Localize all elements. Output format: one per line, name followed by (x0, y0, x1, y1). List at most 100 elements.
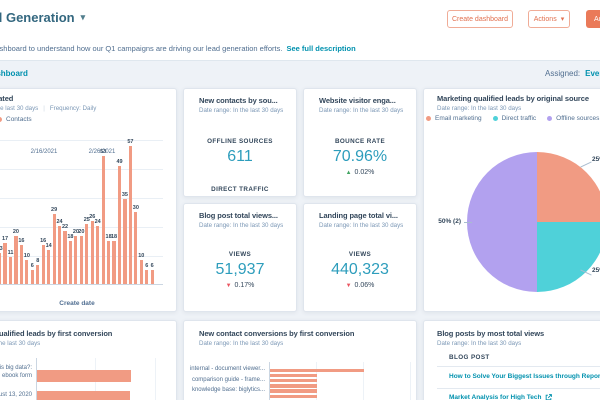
bar (68, 240, 73, 284)
gridline (363, 362, 364, 400)
bar-value-label: 25 (83, 216, 90, 223)
bar (117, 165, 122, 284)
create-dashboard-label: Create dashboard (451, 15, 509, 23)
mql-source-date-range: Date range: In the last 30 days (437, 105, 522, 112)
see-full-description-link[interactable]: See full description (286, 44, 356, 53)
bar-value-label: 16 (18, 238, 25, 245)
bar-value-label: 20 (72, 228, 79, 235)
chevron-down-icon: ▾ (560, 16, 565, 23)
blog-post-views-title[interactable]: Blog post total views... (199, 211, 278, 220)
bar-value-label: 10 (23, 252, 30, 259)
x-tick-label: 2/16/2021 (30, 149, 58, 155)
separator: | (43, 105, 45, 112)
direct-traffic-label: DIRECT TRAFFIC (211, 186, 269, 193)
create-dashboard-button[interactable]: Create dashboard (447, 10, 513, 28)
bar (63, 230, 67, 284)
pie-tick-line (464, 222, 472, 223)
website-visitor-title[interactable]: Website visitor enga... (319, 96, 396, 105)
description-bar (0, 38, 600, 61)
bar (79, 235, 83, 284)
bar (74, 235, 78, 284)
assigned-label: Assigned: (545, 69, 581, 78)
bar (52, 213, 56, 284)
contacts-created-date-range: Date range: In the last 30 days (0, 105, 39, 112)
bar (150, 269, 154, 284)
bar (14, 235, 18, 284)
offline-sources-label: OFFLINE SOURCES (207, 138, 273, 145)
legend-item[interactable]: Direct traffic (492, 115, 536, 122)
legend-item[interactable]: Offline sources (547, 115, 599, 122)
mql-source-title[interactable]: Marketing qualified leads by original so… (437, 94, 589, 103)
blog-post-link[interactable]: How to Solve Your Biggest Issues through… (449, 373, 600, 380)
dashboard-description: Use this dashboard to understand how our… (0, 44, 356, 53)
contact-conversions-title[interactable]: New contact conversions by first convers… (199, 329, 355, 338)
bar-value-label: 6 (145, 262, 149, 269)
bar-value-label: 26 (89, 214, 96, 221)
bar-value-label: 18 (105, 233, 112, 240)
landing-page-views-title[interactable]: Landing page total vi... (319, 211, 398, 220)
actions-button[interactable]: Actions ▾ (528, 10, 570, 28)
dashboard-title-dropdown[interactable]: Lead Generation ▾ (0, 10, 85, 25)
bar-value-label: 20 (12, 228, 19, 235)
bar-value-label: 30 (132, 204, 139, 211)
new-contacts-title[interactable]: New contacts by sou... (199, 96, 278, 105)
gridline (0, 140, 163, 141)
blog-post-link[interactable]: Market Analysis for High Tech (449, 394, 553, 400)
bar-value-label: 18 (67, 233, 74, 240)
bar (270, 368, 364, 373)
bar (8, 257, 13, 284)
chevron-down-icon: ▾ (80, 12, 86, 22)
bar-value-label: 18 (110, 233, 118, 240)
bar (19, 245, 23, 284)
bar (57, 226, 62, 284)
bar-value-label: 53 (100, 148, 107, 155)
bar (101, 155, 105, 284)
bar (123, 199, 127, 284)
contacts-created-xaxis-title: Create date (59, 300, 95, 307)
assigned-value[interactable]: Everyone (585, 69, 600, 78)
contacts-created-legend[interactable]: Contacts (0, 116, 32, 123)
bar (36, 264, 40, 284)
description-text: Use this dashboard to understand how our… (0, 44, 283, 53)
pie-label-offline: 50% (2) (438, 218, 461, 225)
assigned-control[interactable]: Assigned: Everyone (545, 69, 600, 78)
blog-posts-title[interactable]: Blog posts by most total views (437, 329, 545, 338)
bar (90, 221, 94, 284)
bar-value-label: 20 (78, 228, 85, 235)
legend-label: Contacts (6, 116, 32, 123)
legend-dot (426, 116, 431, 121)
category-label: ebook form (1, 373, 32, 379)
pie-legend: Email marketing Direct traffic Offline sou… (426, 115, 599, 122)
mql-conversion-title[interactable]: Marketing qualified leads by first conve… (0, 329, 113, 338)
add-report-button[interactable]: Add report (586, 10, 600, 28)
bar-value-label: 8 (36, 257, 40, 264)
category-label: internal - document viewer... (189, 366, 265, 372)
bar-value-label: 14 (45, 243, 52, 250)
bar (128, 146, 132, 284)
bar-value-label: 11 (7, 250, 14, 257)
pie-label-direct: 25% (1) (592, 267, 600, 274)
blog-views-delta: 0.17% (234, 282, 255, 289)
bar (270, 378, 317, 383)
legend-label: Email marketing (435, 115, 482, 122)
arrow-down-icon: ▼ (225, 282, 232, 289)
legend-label: Offline sources (556, 115, 600, 122)
bounce-rate-delta: 0.02% (354, 169, 375, 176)
x-axis-line (0, 284, 163, 285)
contacts-created-title[interactable]: Contacts created (0, 94, 14, 103)
bar (270, 389, 317, 393)
contacts-created-frequency: Frequency: Daily (49, 105, 97, 112)
bar (0, 252, 2, 284)
dashboard-toolbar-link[interactable]: dashboard (0, 69, 28, 78)
bar-value-label: 57 (127, 139, 134, 146)
bar-value-label: 22 (61, 223, 69, 230)
offline-sources-value: 611 (227, 148, 253, 165)
blog-post-views-date-range: Date range: In the last 30 days (199, 222, 284, 229)
y-axis-line (36, 358, 37, 400)
category-label: august 13, 2020 (0, 392, 32, 398)
dashboard-title: Lead Generation (0, 10, 75, 25)
bar-value-label: 6 (150, 262, 154, 269)
bar (145, 269, 149, 284)
legend-item[interactable]: Email marketing (426, 115, 482, 122)
